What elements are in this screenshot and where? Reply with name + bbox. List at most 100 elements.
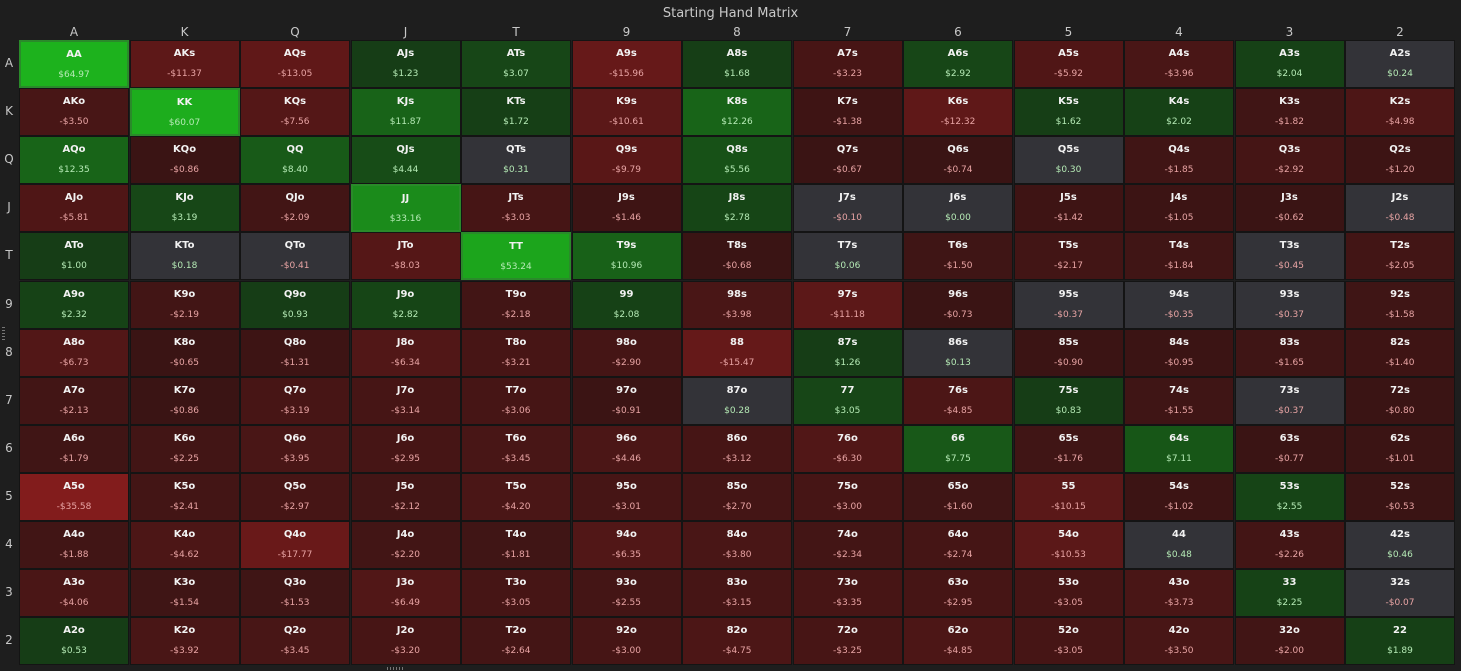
hand-cell-a5o[interactable]: A5o -$35.58 (19, 472, 129, 521)
hand-cell-k3o[interactable]: K3o -$1.54 (129, 569, 240, 618)
hand-cell-t6o[interactable]: T6o -$3.45 (461, 424, 571, 473)
hand-cell-k5s[interactable]: K5s $1.62 (1013, 88, 1124, 137)
hand-cell-84o[interactable]: 84o -$3.80 (682, 521, 792, 569)
hand-cell-aks[interactable]: AKs -$11.37 (129, 40, 240, 88)
hand-cell-k8o[interactable]: K8o -$0.65 (129, 328, 240, 377)
hand-cell-j8o[interactable]: J8o -$6.34 (350, 328, 461, 377)
hand-cell-qto[interactable]: QTo -$0.41 (240, 232, 350, 281)
hand-cell-j4o[interactable]: J4o -$2.20 (350, 521, 461, 569)
hand-cell-j5o[interactable]: J5o -$2.12 (350, 472, 461, 521)
hand-cell-a7s[interactable]: A7s -$3.23 (792, 40, 903, 88)
hand-cell-75o[interactable]: 75o -$3.00 (792, 472, 903, 521)
hand-cell-k4o[interactable]: K4o -$4.62 (129, 521, 240, 569)
hand-cell-k9o[interactable]: K9o -$2.19 (129, 280, 240, 329)
hand-cell-k2s[interactable]: K2s -$4.98 (1345, 88, 1455, 137)
hand-cell-q9s[interactable]: Q9s -$9.79 (571, 136, 682, 185)
hand-cell-k6o[interactable]: K6o -$2.25 (129, 424, 240, 473)
hand-cell-a5s[interactable]: A5s -$5.92 (1013, 40, 1124, 88)
hand-cell-54s[interactable]: 54s -$1.02 (1124, 472, 1234, 521)
hand-cell-jts[interactable]: JTs -$3.03 (461, 184, 571, 233)
hand-cell-94o[interactable]: 94o -$6.35 (571, 521, 682, 569)
hand-cell-a8o[interactable]: A8o -$6.73 (19, 328, 129, 377)
hand-cell-85s[interactable]: 85s -$0.90 (1013, 328, 1124, 377)
hand-cell-82o[interactable]: 82o -$4.75 (682, 617, 792, 666)
hand-cell-63s[interactable]: 63s -$0.77 (1234, 424, 1345, 473)
hand-cell-87s[interactable]: 87s $1.26 (792, 328, 903, 377)
hand-cell-j9o[interactable]: J9o $2.82 (350, 280, 461, 329)
hand-cell-t4o[interactable]: T4o -$1.81 (461, 521, 571, 569)
hand-cell-k9s[interactable]: K9s -$10.61 (571, 88, 682, 137)
hand-cell-aa[interactable]: AA $64.97 (19, 40, 129, 88)
hand-cell-k6s[interactable]: K6s -$12.32 (903, 88, 1013, 137)
hand-cell-tt[interactable]: TT $53.24 (461, 232, 571, 281)
hand-cell-64s[interactable]: 64s $7.11 (1124, 424, 1234, 473)
hand-cell-42s[interactable]: 42s $0.46 (1345, 521, 1455, 569)
hand-cell-j5s[interactable]: J5s -$1.42 (1013, 184, 1124, 233)
hand-cell-q4s[interactable]: Q4s -$1.85 (1124, 136, 1234, 185)
hand-cell-j9s[interactable]: J9s -$1.46 (571, 184, 682, 233)
hand-cell-53o[interactable]: 53o -$3.05 (1013, 569, 1124, 618)
hand-cell-95o[interactable]: 95o -$3.01 (571, 472, 682, 521)
hand-cell-98s[interactable]: 98s -$3.98 (682, 280, 792, 329)
hand-cell-a8s[interactable]: A8s $1.68 (682, 40, 792, 88)
hand-cell-94s[interactable]: 94s -$0.35 (1124, 280, 1234, 329)
hand-cell-k3s[interactable]: K3s -$1.82 (1234, 88, 1345, 137)
hand-cell-74s[interactable]: 74s -$1.55 (1124, 376, 1234, 425)
hand-cell-73s[interactable]: 73s -$0.37 (1234, 376, 1345, 425)
hand-cell-t2o[interactable]: T2o -$2.64 (461, 617, 571, 666)
hand-cell-93o[interactable]: 93o -$2.55 (571, 569, 682, 618)
hand-cell-a4s[interactable]: A4s -$3.96 (1124, 40, 1234, 88)
hand-cell-a9s[interactable]: A9s -$15.96 (571, 40, 682, 88)
hand-cell-q3s[interactable]: Q3s -$2.92 (1234, 136, 1345, 185)
hand-cell-32s[interactable]: 32s -$0.07 (1345, 569, 1455, 618)
hand-cell-k7o[interactable]: K7o -$0.86 (129, 376, 240, 425)
hand-cell-kjs[interactable]: KJs $11.87 (350, 88, 461, 137)
hand-cell-t3o[interactable]: T3o -$3.05 (461, 569, 571, 618)
hand-cell-52s[interactable]: 52s -$0.53 (1345, 472, 1455, 521)
hand-cell-q6o[interactable]: Q6o -$3.95 (240, 424, 350, 473)
hand-cell-k8s[interactable]: K8s $12.26 (682, 88, 792, 137)
hand-cell-a4o[interactable]: A4o -$1.88 (19, 521, 129, 569)
hand-cell-t2s[interactable]: T2s -$2.05 (1345, 232, 1455, 281)
hand-cell-96s[interactable]: 96s -$0.73 (903, 280, 1013, 329)
hand-cell-a3o[interactable]: A3o -$4.06 (19, 569, 129, 618)
hand-cell-64o[interactable]: 64o -$2.74 (903, 521, 1013, 569)
hand-cell-aqo[interactable]: AQo $12.35 (19, 136, 129, 185)
hand-cell-95s[interactable]: 95s -$0.37 (1013, 280, 1124, 329)
hand-cell-32o[interactable]: 32o -$2.00 (1234, 617, 1345, 666)
hand-cell-ajo[interactable]: AJo -$5.81 (19, 184, 129, 233)
hand-cell-a6s[interactable]: A6s $2.92 (903, 40, 1013, 88)
hand-cell-qts[interactable]: QTs $0.31 (461, 136, 571, 185)
hand-cell-q8s[interactable]: Q8s $5.56 (682, 136, 792, 185)
hand-cell-qjs[interactable]: QJs $4.44 (350, 136, 461, 185)
hand-cell-77[interactable]: 77 $3.05 (792, 376, 903, 425)
hand-cell-52o[interactable]: 52o -$3.05 (1013, 617, 1124, 666)
hand-cell-q8o[interactable]: Q8o -$1.31 (240, 328, 350, 377)
hand-cell-t5o[interactable]: T5o -$4.20 (461, 472, 571, 521)
hand-cell-76s[interactable]: 76s -$4.85 (903, 376, 1013, 425)
splitter-handle-left[interactable] (2, 327, 5, 341)
hand-cell-j3s[interactable]: J3s -$0.62 (1234, 184, 1345, 233)
hand-cell-j6s[interactable]: J6s $0.00 (903, 184, 1013, 233)
hand-cell-t7s[interactable]: T7s $0.06 (792, 232, 903, 281)
hand-cell-ajs[interactable]: AJs $1.23 (350, 40, 461, 88)
hand-cell-kts[interactable]: KTs $1.72 (461, 88, 571, 137)
hand-cell-66[interactable]: 66 $7.75 (903, 424, 1013, 473)
hand-cell-k2o[interactable]: K2o -$3.92 (129, 617, 240, 666)
hand-cell-55[interactable]: 55 -$10.15 (1013, 472, 1124, 521)
hand-cell-kto[interactable]: KTo $0.18 (129, 232, 240, 281)
hand-cell-t5s[interactable]: T5s -$2.17 (1013, 232, 1124, 281)
hand-cell-ato[interactable]: ATo $1.00 (19, 232, 129, 281)
hand-cell-k5o[interactable]: K5o -$2.41 (129, 472, 240, 521)
hand-cell-a3s[interactable]: A3s $2.04 (1234, 40, 1345, 88)
hand-cell-t8o[interactable]: T8o -$3.21 (461, 328, 571, 377)
hand-cell-kqo[interactable]: KQo -$0.86 (129, 136, 240, 185)
hand-cell-65o[interactable]: 65o -$1.60 (903, 472, 1013, 521)
hand-cell-t9s[interactable]: T9s $10.96 (571, 232, 682, 281)
hand-cell-99[interactable]: 99 $2.08 (571, 280, 682, 329)
hand-cell-j4s[interactable]: J4s -$1.05 (1124, 184, 1234, 233)
hand-cell-j2o[interactable]: J2o -$3.20 (350, 617, 461, 666)
hand-cell-76o[interactable]: 76o -$6.30 (792, 424, 903, 473)
hand-cell-t3s[interactable]: T3s -$0.45 (1234, 232, 1345, 281)
hand-cell-t9o[interactable]: T9o -$2.18 (461, 280, 571, 329)
